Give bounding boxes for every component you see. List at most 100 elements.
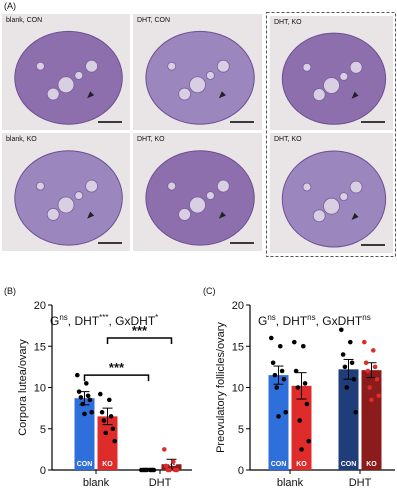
arrowhead [218, 91, 226, 99]
data-point [371, 348, 376, 353]
data-point [171, 459, 176, 465]
data-point [369, 397, 374, 403]
follicle [205, 191, 215, 200]
data-point [274, 385, 280, 390]
follicle [216, 179, 230, 193]
data-point [107, 397, 112, 403]
follicle [349, 60, 363, 74]
data-point [376, 393, 382, 399]
significance-bracket [83, 374, 150, 382]
follicle [36, 181, 45, 191]
data-point [84, 381, 89, 386]
y-axis-label: Preovulatory follicles/ovary [215, 322, 227, 453]
data-point [342, 364, 348, 370]
follicle [312, 209, 326, 223]
image-caption: DHT, KO [274, 19, 302, 26]
image-caption: blank, CON [6, 17, 42, 24]
data-point [351, 376, 357, 382]
follicle [178, 208, 192, 221]
data-point [82, 411, 87, 417]
y-tick-label: 0 [40, 465, 46, 477]
follicle [339, 192, 349, 202]
image-caption: DHT, KO [137, 136, 165, 143]
data-point [272, 372, 278, 378]
follicle [178, 87, 192, 101]
follicle [323, 77, 340, 94]
follicle [36, 61, 45, 71]
y-tick-label: 15 [34, 341, 46, 353]
y-tick-label: 5 [238, 424, 244, 436]
data-point [340, 352, 346, 357]
data-point [301, 343, 306, 349]
image-caption: DHT, CON [137, 17, 170, 24]
follicle [167, 61, 177, 71]
significance-label: *** [109, 360, 125, 375]
data-point [269, 335, 274, 341]
data-point [110, 426, 116, 432]
data-point [167, 467, 172, 473]
bar-series-label: KO [366, 461, 377, 468]
arrowhead [87, 211, 95, 219]
data-point [103, 430, 108, 436]
follicle [85, 179, 98, 193]
follicle [349, 180, 363, 194]
follicle [189, 76, 206, 94]
stats-annotation: Gns, DHTns, GxDHTns [258, 313, 371, 328]
data-point [362, 339, 367, 345]
bar-series-label: CON [341, 461, 357, 468]
data-point [349, 360, 355, 366]
data-point [297, 418, 303, 423]
stats-part: , GxDHT [316, 314, 363, 328]
data-point [374, 376, 380, 382]
data-point [348, 339, 353, 345]
data-point [281, 376, 287, 382]
stats-part: , GxDHT [108, 314, 155, 328]
bar [74, 398, 95, 470]
stats-part: *** [99, 313, 108, 322]
follicle [85, 59, 98, 73]
significance-label: *** [132, 323, 148, 338]
follicle [167, 181, 177, 191]
bar-series-label: CON [271, 461, 287, 468]
stats-part: ns [267, 313, 275, 322]
data-point [112, 438, 117, 444]
x-tick-label: blank [277, 477, 304, 489]
data-point [276, 414, 281, 419]
data-point [372, 364, 378, 370]
data-point [353, 409, 359, 415]
data-point [292, 339, 297, 345]
panel-label: (B) [4, 286, 16, 296]
arrowhead [87, 91, 95, 99]
follicle [216, 59, 230, 73]
y-tick-label: 15 [232, 341, 244, 353]
bar-series-label: KO [296, 461, 307, 468]
stats-part: , DHT [276, 314, 308, 328]
data-point [108, 414, 114, 419]
stats-part: ns [362, 313, 370, 322]
data-point [363, 360, 369, 366]
data-point [98, 391, 103, 397]
follicle [312, 88, 326, 102]
follicle [57, 76, 75, 94]
data-point [162, 447, 167, 452]
data-point [80, 401, 85, 407]
bar [338, 369, 359, 470]
panel-label: (C) [203, 286, 216, 296]
follicle [339, 72, 349, 81]
data-point [295, 385, 301, 390]
data-point [99, 409, 105, 415]
bar [361, 370, 382, 470]
significance-bracket [106, 337, 173, 344]
bar [268, 375, 289, 470]
stats-part: G [50, 314, 59, 328]
data-point [75, 372, 80, 378]
data-point [87, 397, 93, 403]
bar-series-label: CON [141, 461, 157, 468]
data-point [76, 389, 82, 394]
dashed-frame [266, 12, 396, 257]
data-point [365, 368, 371, 374]
follicle [74, 191, 84, 200]
data-point [299, 447, 304, 452]
x-tick-label: blank [83, 477, 110, 489]
